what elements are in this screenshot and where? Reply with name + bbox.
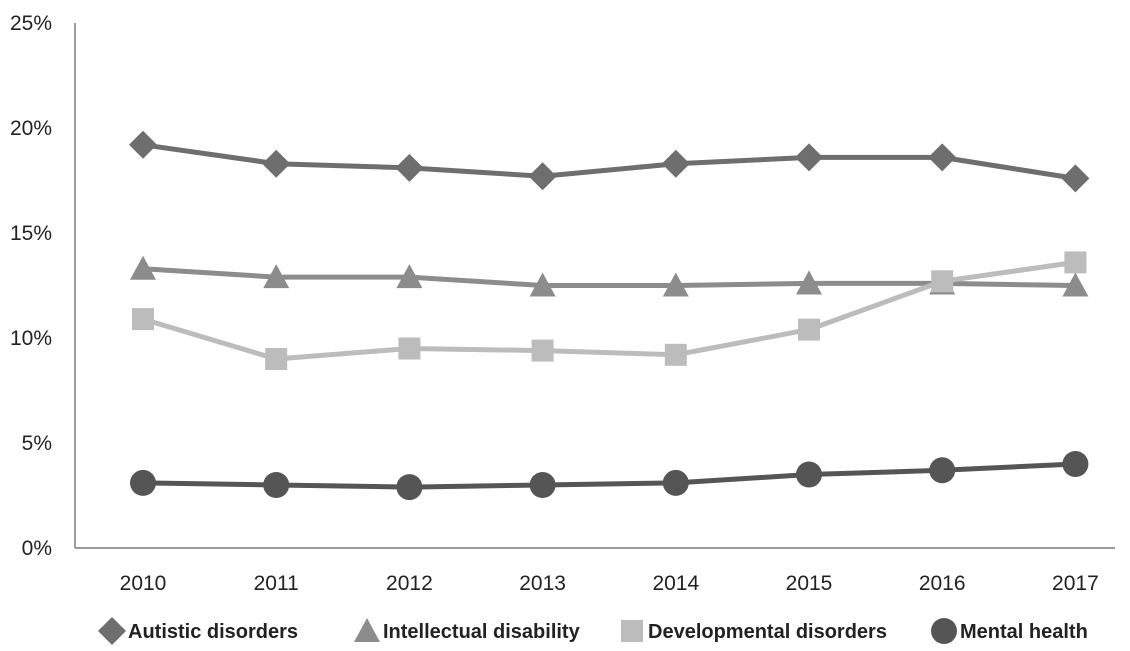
y-tick-label: 25%: [10, 12, 52, 35]
data-point-triangle: [662, 272, 689, 297]
series-mental-health: [130, 451, 1089, 501]
data-point-triangle: [796, 270, 822, 295]
axes: 0% 5% 10% 15% 20% 25% 2010 2011 2012 2013 2014 2015…: [10, 12, 1115, 595]
data-point-triangle: [529, 272, 556, 297]
data-point-square: [265, 348, 288, 370]
legend-item: Autistic disorders: [98, 617, 298, 645]
data-point-square: [798, 318, 820, 341]
data-point-square: [398, 337, 421, 360]
legend-item: Mental health: [931, 618, 1088, 644]
data-point-diamond: [528, 162, 557, 191]
series-line: [142, 142, 1076, 181]
series-developmental-disorders: [132, 251, 1087, 370]
legend-marker-circle: [931, 618, 957, 644]
series-line: [142, 266, 1076, 288]
x-tick-label: 2015: [786, 572, 833, 595]
series-layer: [129, 130, 1090, 501]
data-point-circle: [796, 461, 822, 488]
legend-item: Intellectual disability: [354, 618, 581, 643]
legend-label: Developmental disorders: [648, 621, 887, 643]
series-line: [142, 461, 1076, 490]
x-tick-label: 2017: [1052, 572, 1099, 595]
x-tick-label: 2014: [652, 572, 699, 595]
legend-item: Developmental disorders: [621, 620, 887, 643]
data-point-circle: [529, 472, 556, 498]
data-point-square: [931, 270, 954, 293]
legend-marker-square: [621, 620, 643, 642]
legend-label: Mental health: [960, 621, 1088, 643]
y-tick-label: 0%: [22, 537, 52, 560]
data-point-triangle: [1062, 272, 1089, 297]
series-line: [142, 259, 1076, 362]
data-point-triangle: [130, 255, 156, 280]
y-tick-label: 10%: [10, 327, 52, 350]
x-tick-label: 2013: [519, 572, 566, 595]
data-point-circle: [1062, 451, 1089, 477]
data-point-diamond: [795, 143, 823, 172]
data-point-diamond: [928, 143, 957, 172]
data-point-diamond: [661, 149, 690, 178]
x-tick-label: 2012: [386, 572, 433, 595]
legend-label: Autistic disorders: [128, 621, 298, 643]
x-tick-label: 2010: [120, 572, 167, 595]
data-point-diamond: [262, 149, 291, 178]
data-point-square: [531, 339, 554, 362]
data-point-diamond: [1061, 164, 1090, 193]
data-point-triangle: [396, 264, 423, 289]
data-point-diamond: [129, 130, 157, 159]
series-autistic-disorders: [129, 130, 1090, 193]
legend-label: Intellectual disability: [383, 621, 581, 643]
x-tick-label: 2011: [254, 572, 299, 595]
data-point-square: [132, 308, 154, 331]
data-point-triangle: [263, 264, 290, 289]
data-point-square: [1064, 251, 1087, 274]
y-tick-label: 15%: [10, 222, 52, 245]
x-tick-label: 2016: [919, 572, 966, 595]
data-point-square: [664, 343, 687, 366]
data-point-circle: [396, 474, 423, 501]
data-point-diamond: [395, 153, 424, 182]
data-point-circle: [929, 457, 956, 484]
data-point-circle: [130, 469, 156, 496]
legend-marker-triangle: [354, 618, 380, 643]
y-tick-label: 20%: [10, 117, 52, 140]
data-point-circle: [263, 472, 290, 498]
legend-marker-diamond: [98, 617, 126, 645]
y-tick-label: 5%: [22, 432, 52, 455]
data-point-circle: [662, 469, 689, 496]
legend: Autistic disorders Intellectual disabilit…: [98, 617, 1088, 645]
